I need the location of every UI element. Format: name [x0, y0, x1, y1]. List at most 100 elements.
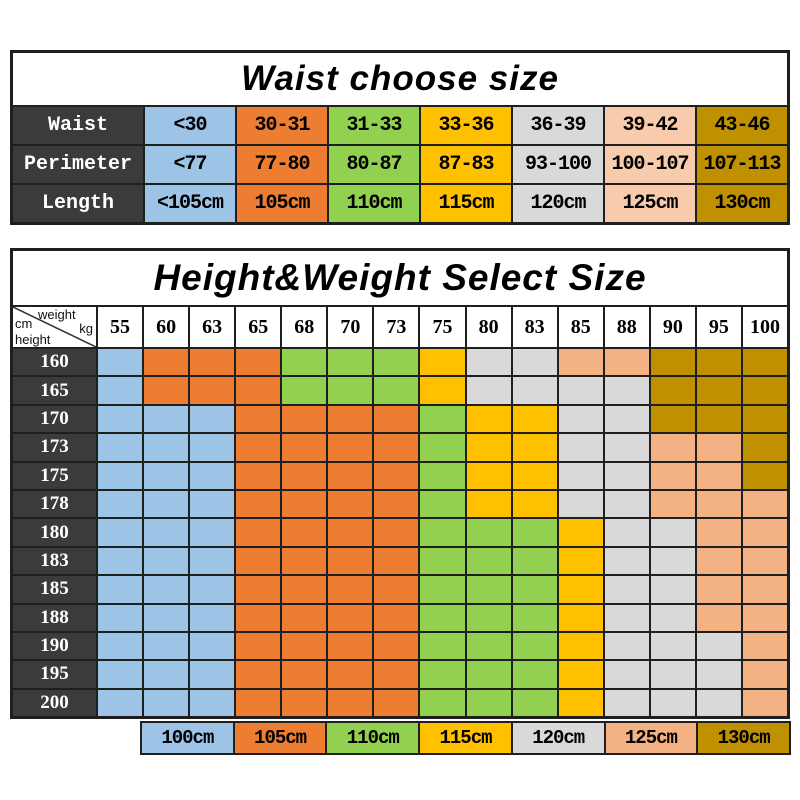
size-cell — [236, 519, 281, 546]
height-header-cell: 160 — [13, 349, 96, 376]
size-cell — [98, 576, 143, 603]
size-cell — [144, 462, 189, 489]
size-cell — [144, 689, 189, 717]
waist-value-cell: 100-107 — [605, 146, 695, 183]
waist-value-cell: 43-46 — [697, 107, 787, 144]
size-cell — [512, 576, 557, 603]
waist-value-cell: 93-100 — [513, 146, 603, 183]
size-cell — [374, 490, 419, 518]
waist-value-cell: 33-36 — [421, 107, 511, 144]
size-cell — [604, 576, 649, 603]
size-cell — [420, 632, 465, 660]
size-cell — [328, 377, 373, 404]
size-cell — [742, 519, 787, 546]
size-cell — [696, 462, 741, 489]
height-weight-table: Height&Weight Select Size weight kg cm h… — [10, 248, 790, 720]
weight-header-cell: 68 — [282, 307, 327, 347]
size-cell — [144, 405, 189, 433]
size-cell — [236, 689, 281, 717]
size-cell — [604, 434, 649, 461]
size-cell — [98, 434, 143, 461]
waist-value-cell: 39-42 — [605, 107, 695, 144]
size-cell — [742, 462, 787, 489]
size-cell — [98, 490, 143, 518]
size-cell — [650, 462, 695, 489]
size-cell — [236, 490, 281, 518]
size-cell — [190, 462, 235, 489]
weight-header-cell: 80 — [466, 307, 511, 347]
size-cell — [282, 689, 327, 717]
size-cell — [236, 434, 281, 461]
size-cell — [328, 405, 373, 433]
waist-value-cell: 115cm — [421, 185, 511, 222]
height-header-cell: 178 — [13, 490, 96, 518]
size-cell — [604, 689, 649, 717]
height-header-cell: 173 — [13, 434, 96, 461]
weight-header-cell: 60 — [144, 307, 189, 347]
size-cell — [558, 689, 603, 717]
size-cell — [696, 604, 741, 631]
waist-value-cell: <105cm — [145, 185, 235, 222]
size-cell — [420, 377, 465, 404]
size-cell — [98, 405, 143, 433]
size-cell — [236, 547, 281, 575]
size-cell — [328, 689, 373, 717]
size-cell — [190, 377, 235, 404]
size-cell — [604, 604, 649, 631]
size-cell — [696, 349, 741, 376]
size-cell — [236, 604, 281, 631]
size-cell — [742, 434, 787, 461]
waist-value-cell: 107-113 — [697, 146, 787, 183]
size-cell — [236, 349, 281, 376]
legend-item: 105cm — [234, 723, 326, 753]
size-cell — [236, 405, 281, 433]
size-cell — [512, 661, 557, 688]
legend-item: 125cm — [605, 723, 697, 753]
size-cell — [144, 519, 189, 546]
size-cell — [650, 547, 695, 575]
size-cell — [328, 519, 373, 546]
size-cell — [558, 434, 603, 461]
size-cell — [512, 547, 557, 575]
size-cell — [374, 576, 419, 603]
size-cell — [604, 490, 649, 518]
size-cell — [742, 689, 787, 717]
size-cell — [512, 349, 557, 376]
size-cell — [190, 405, 235, 433]
waist-value-cell: 125cm — [605, 185, 695, 222]
size-cell — [420, 661, 465, 688]
size-cell — [328, 349, 373, 376]
size-cell — [604, 661, 649, 688]
weight-header-cell: 100 — [742, 307, 787, 347]
corner-weight-label: weight — [38, 307, 76, 322]
size-cell — [236, 661, 281, 688]
size-cell — [98, 689, 143, 717]
size-cell — [650, 490, 695, 518]
size-cell — [282, 632, 327, 660]
size-cell — [512, 632, 557, 660]
size-cell — [466, 377, 511, 404]
height-header-cell: 188 — [13, 604, 96, 631]
weight-header-cell: 75 — [420, 307, 465, 347]
size-cell — [420, 349, 465, 376]
size-cell — [374, 519, 419, 546]
corner-kg-label: kg — [79, 321, 93, 336]
size-cell — [236, 576, 281, 603]
size-cell — [98, 377, 143, 404]
size-cell — [420, 547, 465, 575]
size-cell — [190, 490, 235, 518]
size-cell — [466, 576, 511, 603]
height-header-cell: 200 — [13, 689, 96, 717]
size-cell — [420, 405, 465, 433]
size-cell — [696, 689, 741, 717]
size-cell — [466, 405, 511, 433]
size-cell — [466, 689, 511, 717]
size-cell — [328, 434, 373, 461]
size-cell — [282, 349, 327, 376]
size-cell — [558, 349, 603, 376]
size-cell — [466, 547, 511, 575]
size-cell — [420, 462, 465, 489]
size-cell — [98, 462, 143, 489]
size-cell — [742, 377, 787, 404]
size-cell — [558, 547, 603, 575]
